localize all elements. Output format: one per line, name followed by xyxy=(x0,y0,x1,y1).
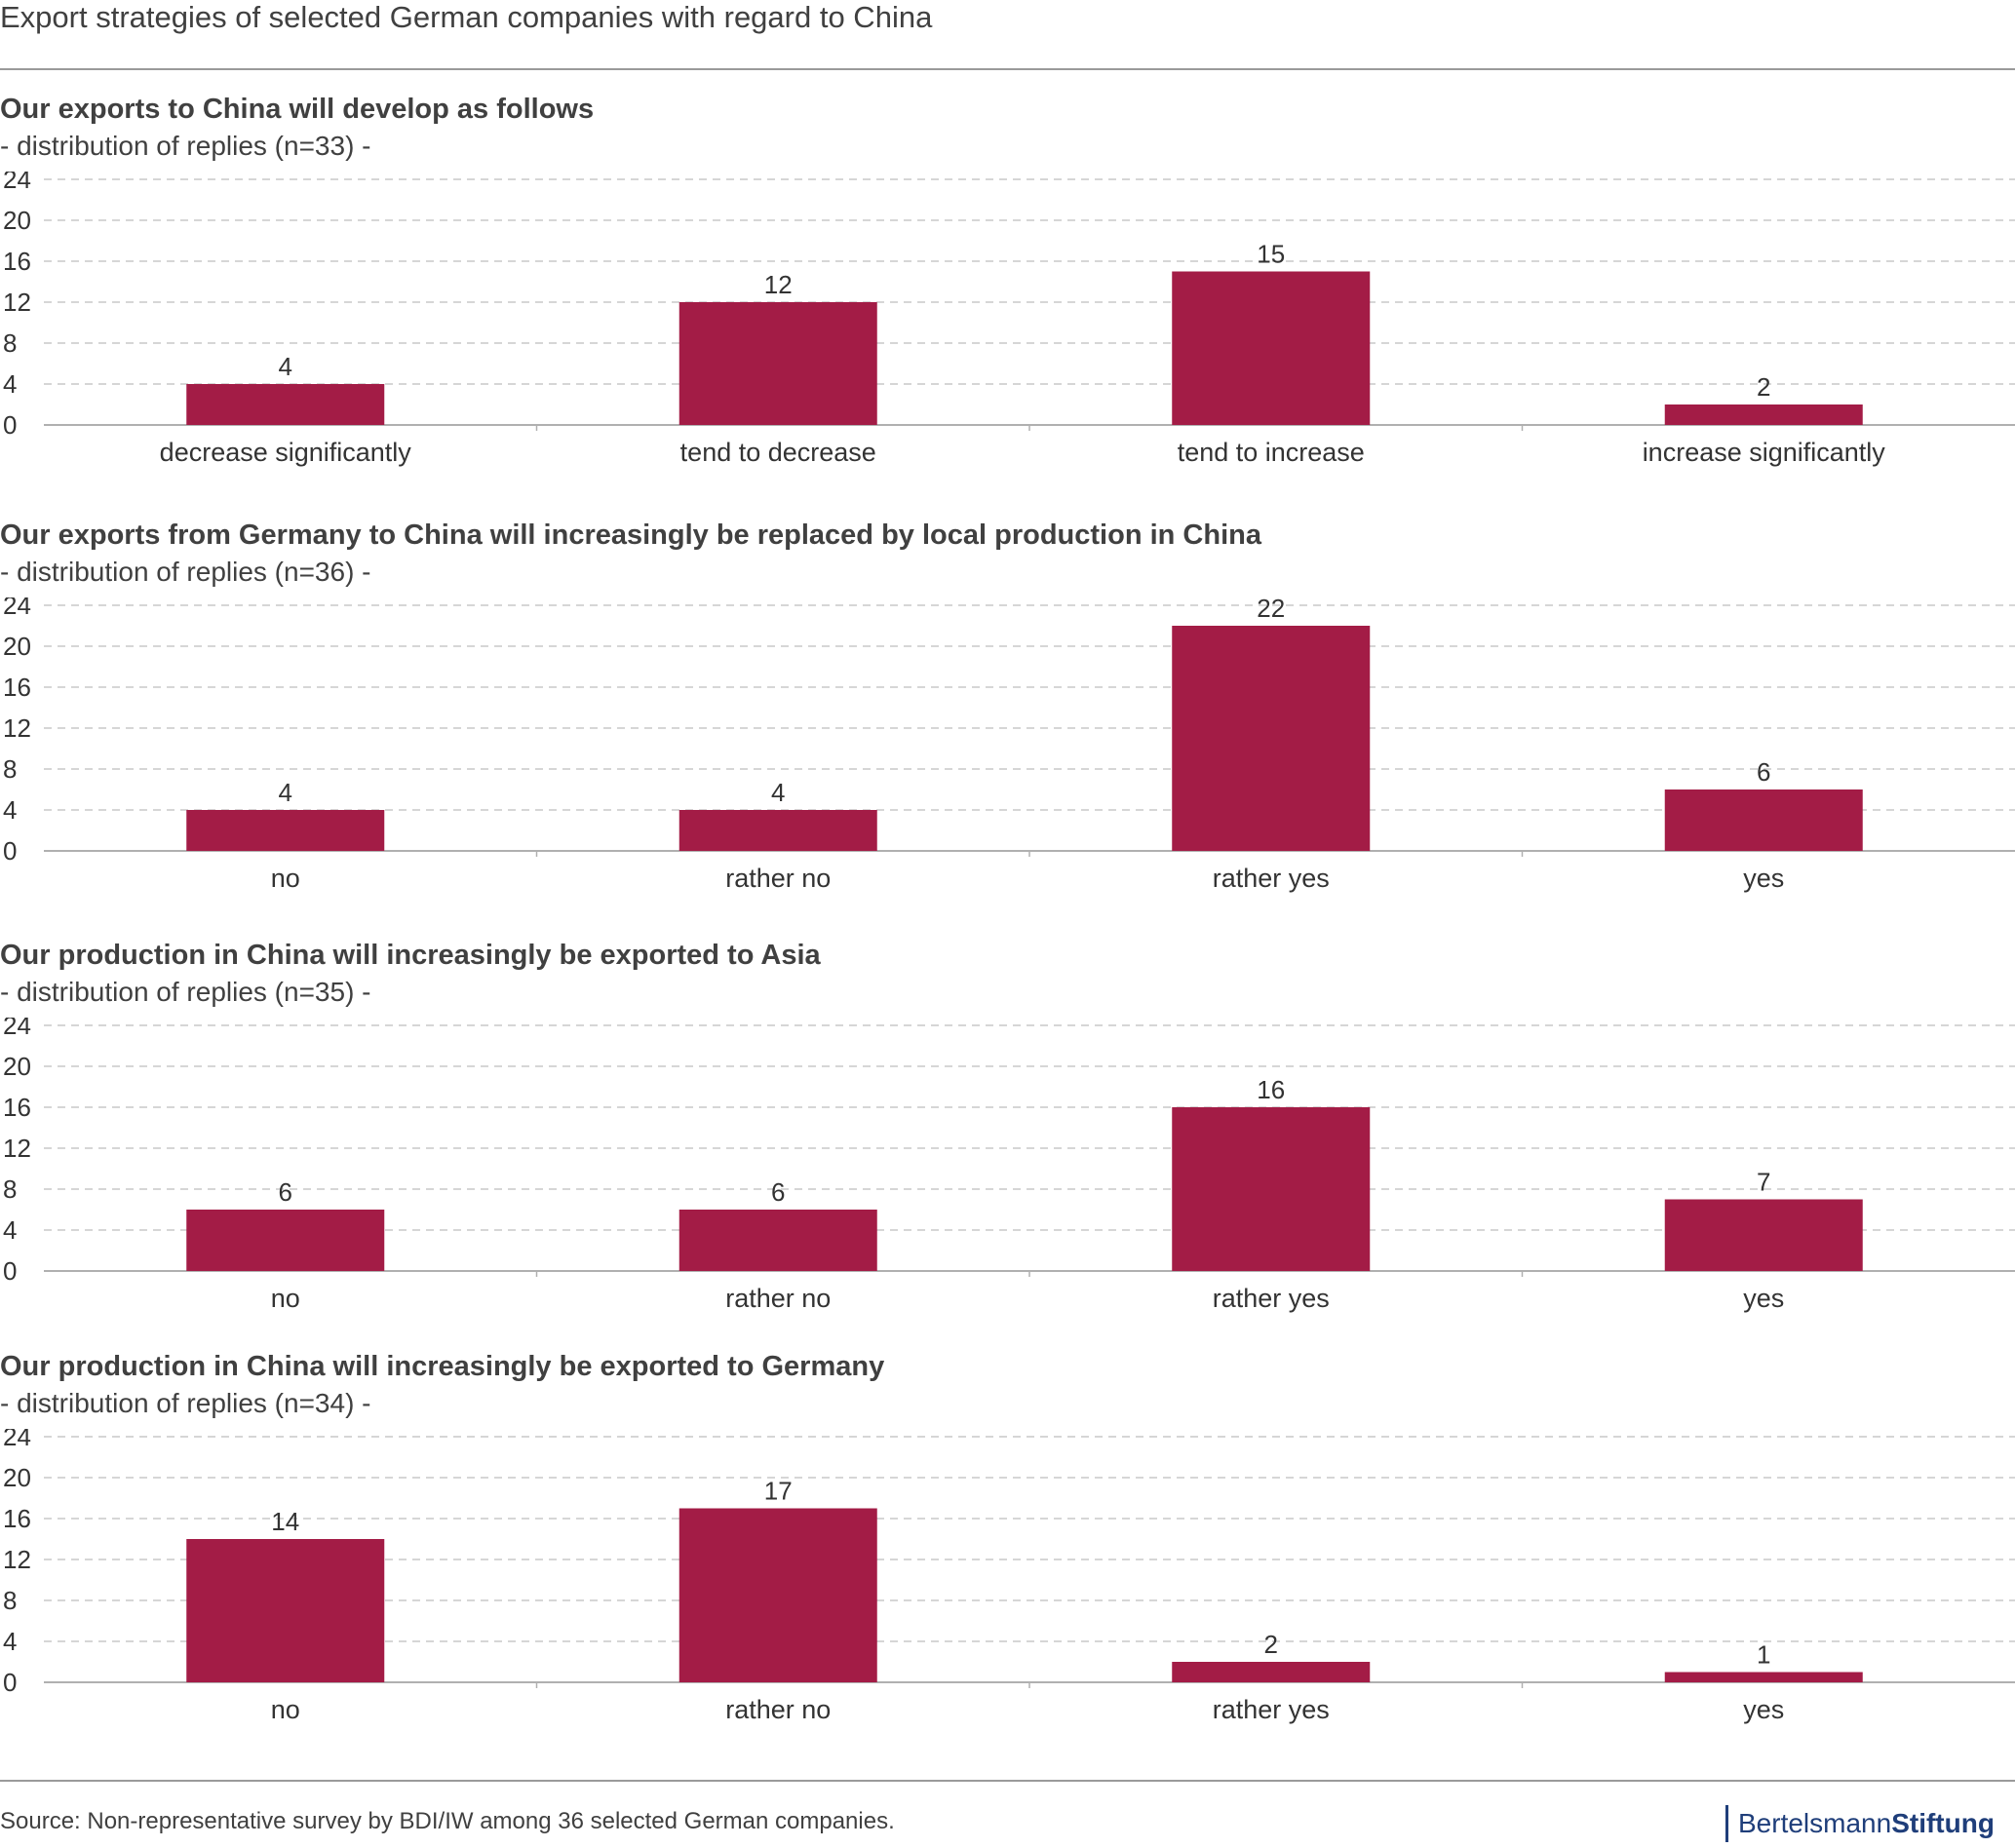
bar-value-label: 4 xyxy=(771,778,785,807)
x-category-label: no xyxy=(271,864,300,893)
chart-subtitle: - distribution of replies (n=33) - xyxy=(0,131,371,161)
x-category-label: no xyxy=(271,1284,300,1313)
y-tick-label: 4 xyxy=(3,1215,17,1245)
x-category-label: yes xyxy=(1743,1284,1784,1313)
y-tick-label: 4 xyxy=(3,1627,17,1656)
x-category-label: rather yes xyxy=(1213,864,1330,893)
source-note: Source: Non-representative survey by BDI… xyxy=(0,1808,895,1834)
chart-title: Our exports to China will develop as fol… xyxy=(0,94,595,125)
chart-title: Our production in China will increasingl… xyxy=(0,1351,885,1382)
bar-value-label: 22 xyxy=(1257,597,1285,623)
y-tick-label: 12 xyxy=(3,1545,31,1574)
y-tick-label: 12 xyxy=(3,713,31,743)
y-tick-label: 20 xyxy=(3,206,31,235)
bar-value-label: 4 xyxy=(279,778,292,807)
y-tick-label: 0 xyxy=(3,1668,17,1697)
x-category-label: yes xyxy=(1743,864,1784,893)
bar xyxy=(1172,626,1371,851)
chart-subtitle: - distribution of replies (n=36) - xyxy=(0,557,371,587)
bar-value-label: 7 xyxy=(1757,1168,1770,1197)
bar-value-label: 6 xyxy=(1757,757,1770,787)
bar xyxy=(1664,1672,1863,1682)
x-category-label: increase significantly xyxy=(1643,438,1886,467)
bar-value-label: 15 xyxy=(1257,240,1285,269)
x-category-label: decrease significantly xyxy=(160,438,412,467)
y-tick-label: 4 xyxy=(3,369,17,399)
x-category-label: rather yes xyxy=(1213,1284,1330,1313)
y-tick-label: 8 xyxy=(3,1586,17,1615)
x-category-label: tend to increase xyxy=(1178,438,1365,467)
bar-value-label: 17 xyxy=(764,1477,793,1506)
bar xyxy=(186,810,385,851)
chart-title: Our production in China will increasingl… xyxy=(0,940,821,971)
page-title: Export strategies of selected German com… xyxy=(0,0,933,34)
bar-value-label: 14 xyxy=(271,1507,299,1536)
bar-chart: 0 4 8 12 16 20 24 14 no 17 rather no 2 rather yes 1 ye… xyxy=(3,1429,2015,1724)
bar xyxy=(1664,404,1863,425)
bar-value-label: 4 xyxy=(279,352,292,381)
chart-subtitle: - distribution of replies (n=34) - xyxy=(0,1388,371,1418)
bar-value-label: 12 xyxy=(764,270,793,299)
y-tick-label: 8 xyxy=(3,754,17,784)
bar xyxy=(1664,1199,1863,1271)
y-tick-label: 24 xyxy=(3,1018,31,1040)
y-tick-label: 24 xyxy=(3,1429,31,1451)
bar-chart: 0 4 8 12 16 20 24 6 no 6 rather no 16 rather yes 7 yes xyxy=(3,1018,2015,1313)
bertelsmann-stiftung-logo: BertelsmannStiftung xyxy=(1725,1805,1995,1842)
y-tick-label: 20 xyxy=(3,1052,31,1081)
chart-subtitle: - distribution of replies (n=35) - xyxy=(0,977,371,1007)
logo-text-bold: Stiftung xyxy=(1891,1808,1995,1838)
y-tick-label: 0 xyxy=(3,1256,17,1286)
bar-value-label: 6 xyxy=(771,1177,785,1207)
y-tick-label: 12 xyxy=(3,288,31,317)
x-category-label: rather no xyxy=(725,1284,831,1313)
bottom-divider xyxy=(0,1780,2015,1782)
y-tick-label: 8 xyxy=(3,1174,17,1204)
y-tick-label: 20 xyxy=(3,1463,31,1492)
bar-value-label: 6 xyxy=(279,1177,292,1207)
bar xyxy=(186,1539,385,1682)
bar xyxy=(1664,789,1863,851)
y-tick-label: 24 xyxy=(3,597,31,620)
bar xyxy=(678,1210,877,1271)
bar xyxy=(1172,271,1371,425)
bar-chart: 0 4 8 12 16 20 24 4 decrease significantly 12 tend… xyxy=(3,172,2015,467)
bar xyxy=(186,384,385,425)
x-category-label: rather no xyxy=(725,1695,831,1724)
y-tick-label: 16 xyxy=(3,247,31,276)
x-category-label: no xyxy=(271,1695,300,1724)
y-tick-label: 20 xyxy=(3,632,31,661)
logo-text-regular: Bertelsmann xyxy=(1738,1808,1892,1838)
y-tick-label: 0 xyxy=(3,836,17,866)
bar-value-label: 16 xyxy=(1257,1075,1285,1104)
y-tick-label: 24 xyxy=(3,172,31,194)
y-tick-label: 16 xyxy=(3,1093,31,1122)
bar xyxy=(678,1508,877,1682)
bar xyxy=(1172,1662,1371,1682)
y-tick-label: 16 xyxy=(3,673,31,702)
y-tick-label: 0 xyxy=(3,410,17,440)
x-category-label: rather no xyxy=(725,864,831,893)
y-tick-label: 16 xyxy=(3,1504,31,1533)
x-category-label: rather yes xyxy=(1213,1695,1330,1724)
bar xyxy=(1172,1107,1371,1271)
y-tick-label: 12 xyxy=(3,1134,31,1163)
chart-title: Our exports from Germany to China will i… xyxy=(0,520,1261,551)
x-category-label: tend to decrease xyxy=(680,438,876,467)
y-tick-label: 8 xyxy=(3,328,17,358)
bar-chart: 0 4 8 12 16 20 24 4 no 4 rather no 22 rather yes 6 yes xyxy=(3,597,2015,893)
bar xyxy=(678,810,877,851)
y-tick-label: 4 xyxy=(3,795,17,825)
bar-value-label: 1 xyxy=(1757,1640,1770,1670)
bar-value-label: 2 xyxy=(1757,372,1770,402)
bar-value-label: 2 xyxy=(1264,1630,1278,1659)
x-category-label: yes xyxy=(1743,1695,1784,1724)
bar xyxy=(186,1210,385,1271)
bar xyxy=(678,302,877,425)
top-divider xyxy=(0,68,2015,70)
